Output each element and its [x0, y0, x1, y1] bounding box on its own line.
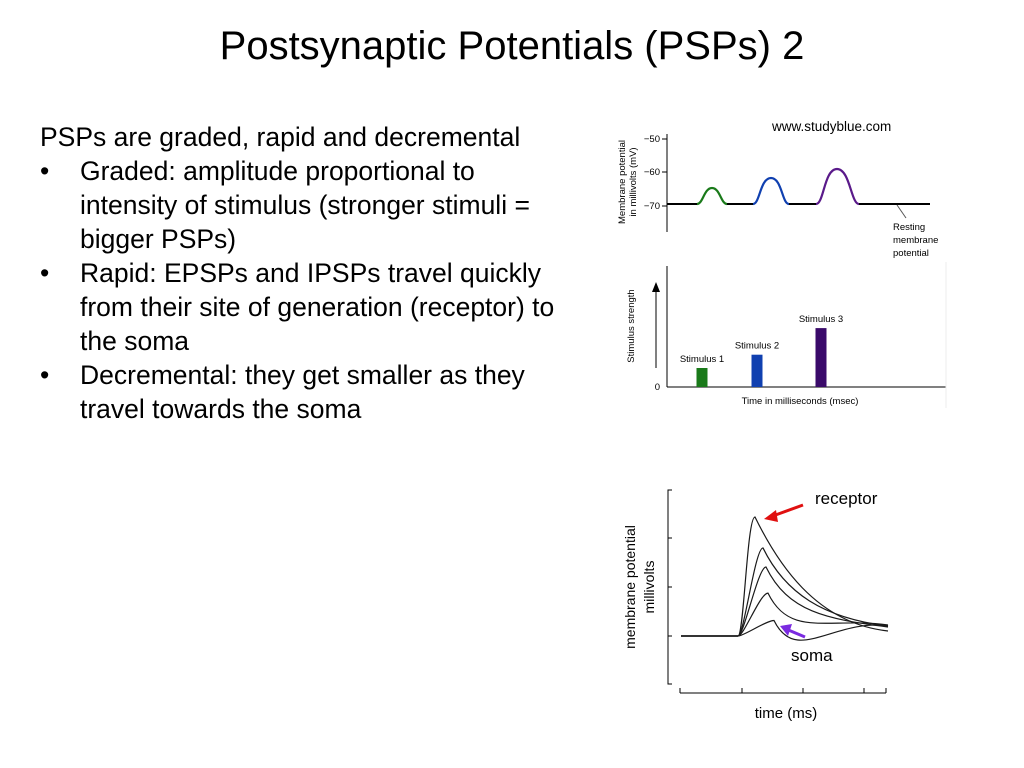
bullet-text: Decremental: they get smaller as they tr…: [80, 360, 525, 424]
chart3-xlabel: time (ms): [755, 705, 818, 722]
resting-label-line1: Resting: [893, 222, 925, 233]
psp-decay-curve-1: [681, 516, 889, 637]
psp-decay-curve-5: [681, 619, 889, 641]
stimulus-bar-label-1: Stimulus 1: [680, 354, 724, 365]
chart2-xlabel: Time in milliseconds (msec): [742, 396, 859, 407]
psp-curve-medium: [752, 176, 790, 206]
stimulus-bar-1: [696, 368, 708, 387]
psp-decay-curve-2: [681, 547, 889, 637]
receptor-arrow-head: [764, 510, 778, 522]
chart2-ylabel: Stimulus strength: [626, 289, 637, 362]
chart1-tick-label: −50: [644, 134, 660, 145]
resting-potential-pointer: [896, 204, 907, 219]
resting-label-line2: membrane: [893, 235, 938, 246]
chart1-tick-label: −60: [644, 167, 660, 178]
bullet-text: Graded: amplitude proportional to intens…: [80, 156, 530, 254]
chart3-ylabel-line2: millivolts: [641, 561, 657, 614]
slide-body: PSPs are graded, rapid and decremental •…: [40, 120, 570, 426]
bullet-item-rapid: • Rapid: EPSPs and IPSPs travel quickly …: [40, 256, 570, 358]
bullet-list: • Graded: amplitude proportional to inte…: [40, 154, 570, 426]
psp-curve-large: [815, 167, 860, 206]
stimulus-bar-3: [815, 328, 827, 387]
membrane-potential-chart: Membrane potential in millivolts (mV) −5…: [617, 134, 938, 259]
stimulus-bar-2: [751, 354, 763, 387]
chart3-ylabel-line1: membrane potential: [622, 525, 638, 649]
decremental-psp-chart: membrane potential millivolts time (ms) …: [622, 489, 889, 722]
image-credit: www.studyblue.com: [772, 119, 892, 134]
strength-arrow-head: [652, 282, 660, 292]
bullet-item-decremental: • Decremental: they get smaller as they …: [40, 358, 570, 426]
intro-text: PSPs are graded, rapid and decremental: [40, 122, 521, 152]
bullet-item-graded: • Graded: amplitude proportional to inte…: [40, 154, 570, 256]
receptor-label: receptor: [815, 489, 878, 508]
bullet-text: Rapid: EPSPs and IPSPs travel quickly fr…: [80, 258, 555, 356]
soma-arrow-head: [780, 624, 792, 636]
bar-group: Stimulus 1 Stimulus 2 Stimulus 3: [680, 314, 843, 387]
bullet-marker: •: [40, 258, 50, 288]
slide-title: Postsynaptic Potentials (PSPs) 2: [219, 24, 805, 68]
psp-decay-curve-4: [681, 592, 889, 637]
decay-curve-group: [681, 516, 889, 641]
soma-label: soma: [791, 646, 833, 665]
stimulus-bar-label-3: Stimulus 3: [799, 314, 843, 325]
stimulus-bar-label-2: Stimulus 2: [735, 341, 779, 352]
stimulus-strength-chart: Stimulus strength 0 Stimulus 1 Stimulus 2…: [626, 262, 947, 408]
psp-decay-curve-3: [681, 566, 889, 637]
bullet-marker: •: [40, 360, 50, 390]
chart3-x-axis: [679, 688, 887, 694]
chart1-ylabel-line2: in millivolts (mV): [628, 147, 639, 216]
bullet-marker: •: [40, 156, 50, 186]
resting-label-line3: potential: [893, 248, 929, 259]
chart2-zero-label: 0: [655, 382, 660, 393]
chart1-ylabel-line1: Membrane potential: [617, 140, 628, 224]
chart1-tick-label: −70: [644, 201, 660, 212]
psp-curve-small: [696, 186, 728, 206]
